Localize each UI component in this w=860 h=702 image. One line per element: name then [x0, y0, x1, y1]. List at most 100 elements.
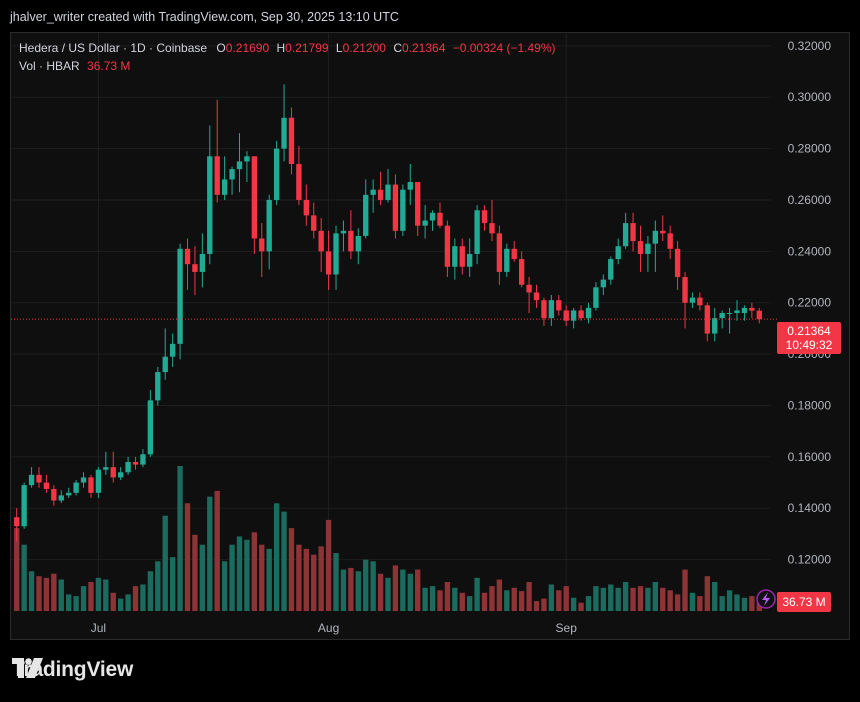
- candle[interactable]: [355, 228, 361, 265]
- candle[interactable]: [147, 390, 154, 457]
- candle[interactable]: [296, 146, 302, 206]
- candle[interactable]: [266, 194, 272, 270]
- candle[interactable]: [548, 295, 555, 326]
- candle[interactable]: [363, 179, 369, 239]
- candle[interactable]: [667, 225, 673, 260]
- candle[interactable]: [58, 490, 64, 504]
- candle[interactable]: [162, 328, 168, 380]
- candle[interactable]: [207, 125, 213, 265]
- candle[interactable]: [429, 210, 436, 231]
- candle[interactable]: [682, 271, 688, 329]
- candle[interactable]: [28, 467, 35, 488]
- candle[interactable]: [593, 282, 599, 311]
- candle[interactable]: [422, 205, 428, 239]
- candle[interactable]: [140, 449, 146, 468]
- candle[interactable]: [674, 241, 681, 290]
- candle[interactable]: [660, 215, 666, 242]
- candle[interactable]: [481, 205, 488, 231]
- candle[interactable]: [192, 246, 198, 296]
- candle[interactable]: [43, 474, 50, 493]
- candle[interactable]: [221, 156, 228, 200]
- candle[interactable]: [615, 238, 621, 265]
- candle[interactable]: [184, 238, 191, 290]
- candle[interactable]: [251, 156, 258, 254]
- candle[interactable]: [125, 456, 131, 475]
- candle[interactable]: [377, 171, 384, 206]
- candle[interactable]: [199, 233, 206, 288]
- candle[interactable]: [385, 169, 391, 203]
- candle[interactable]: [489, 199, 495, 242]
- candle[interactable]: [444, 220, 451, 278]
- chart-panel[interactable]: 0.12000 0.14000 0.16000 0.18000 0.20000 0.220…: [10, 32, 850, 640]
- candle[interactable]: [570, 307, 577, 329]
- candle[interactable]: [155, 366, 161, 406]
- candle[interactable]: [452, 238, 458, 280]
- candle[interactable]: [244, 151, 250, 182]
- candle[interactable]: [608, 256, 614, 285]
- candle[interactable]: [496, 225, 503, 285]
- candle[interactable]: [556, 295, 562, 316]
- candle[interactable]: [348, 210, 354, 260]
- candle[interactable]: [132, 456, 139, 470]
- candle[interactable]: [311, 202, 317, 239]
- candle[interactable]: [259, 223, 265, 278]
- candle[interactable]: [177, 243, 183, 360]
- candle[interactable]: [333, 225, 339, 290]
- candle[interactable]: [749, 302, 755, 319]
- candle[interactable]: [585, 302, 592, 324]
- candle[interactable]: [103, 451, 109, 475]
- candle[interactable]: [541, 297, 547, 326]
- candlestick-chart[interactable]: 0.120000.140000.160000.180000.200000.220…: [11, 33, 851, 641]
- candle[interactable]: [511, 241, 517, 262]
- candle[interactable]: [80, 472, 87, 488]
- candle[interactable]: [526, 277, 532, 314]
- candle[interactable]: [110, 451, 116, 483]
- candle[interactable]: [236, 133, 243, 193]
- candle[interactable]: [504, 243, 510, 278]
- candle[interactable]: [578, 305, 584, 321]
- candle[interactable]: [51, 485, 57, 506]
- candle[interactable]: [518, 251, 525, 288]
- candle[interactable]: [704, 302, 710, 342]
- candle[interactable]: [756, 307, 762, 324]
- lightning-icon[interactable]: [756, 589, 776, 609]
- candle[interactable]: [726, 307, 733, 334]
- candle[interactable]: [303, 184, 309, 226]
- candle[interactable]: [88, 474, 94, 498]
- candle[interactable]: [21, 482, 27, 529]
- candle[interactable]: [712, 307, 718, 342]
- candle[interactable]: [229, 166, 235, 195]
- candle[interactable]: [652, 220, 658, 272]
- candle[interactable]: [474, 205, 480, 265]
- candle[interactable]: [563, 305, 569, 326]
- candle[interactable]: [630, 212, 636, 252]
- candle[interactable]: [392, 174, 399, 239]
- candle[interactable]: [288, 107, 295, 175]
- candle[interactable]: [370, 179, 376, 213]
- candle[interactable]: [214, 99, 220, 203]
- candle[interactable]: [622, 212, 629, 249]
- candle[interactable]: [533, 284, 540, 308]
- candle[interactable]: [14, 508, 20, 542]
- candle[interactable]: [281, 84, 287, 162]
- candle[interactable]: [741, 305, 748, 321]
- candle[interactable]: [118, 467, 124, 480]
- candle[interactable]: [169, 333, 176, 367]
- candle[interactable]: [645, 235, 651, 272]
- candle[interactable]: [340, 220, 347, 252]
- candle[interactable]: [318, 217, 324, 272]
- candle[interactable]: [600, 274, 607, 296]
- candle[interactable]: [36, 467, 42, 488]
- candle[interactable]: [273, 140, 280, 206]
- candle[interactable]: [400, 184, 406, 236]
- candle[interactable]: [689, 292, 696, 308]
- candle[interactable]: [73, 479, 79, 496]
- candle[interactable]: [66, 487, 72, 498]
- candle[interactable]: [637, 225, 644, 272]
- candle[interactable]: [415, 181, 421, 236]
- candle[interactable]: [697, 292, 703, 311]
- candle[interactable]: [734, 300, 740, 321]
- candle[interactable]: [437, 202, 443, 229]
- candle[interactable]: [95, 467, 102, 498]
- candle[interactable]: [407, 164, 413, 206]
